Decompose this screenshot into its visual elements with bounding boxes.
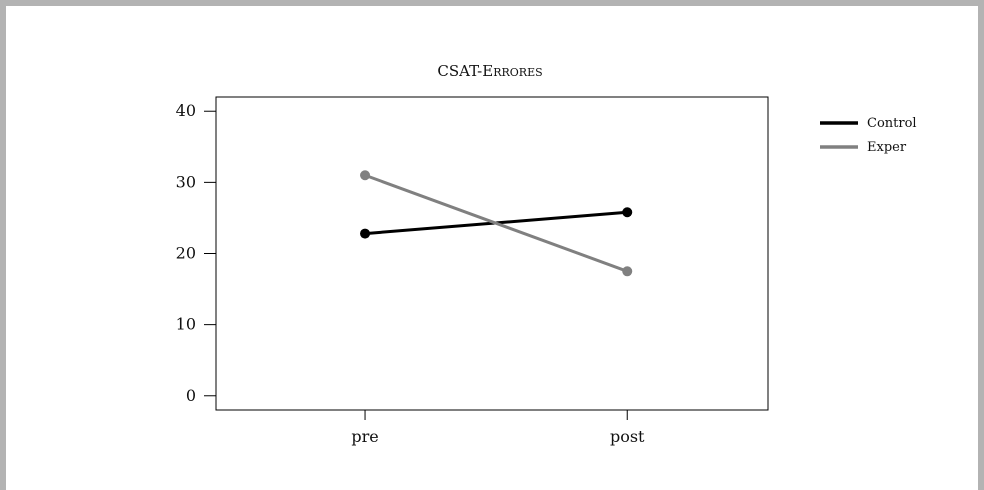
chart-title-tail: RRORES <box>493 66 542 79</box>
legend-label: Exper <box>867 140 907 155</box>
y-tick-label: 30 <box>176 172 196 191</box>
chart-title-head: CSAT-E <box>437 62 493 80</box>
legend-label: Control <box>867 116 917 131</box>
y-tick-label: 40 <box>176 101 196 120</box>
series-layer <box>360 170 633 277</box>
data-point <box>360 170 371 181</box>
x-tick-label: post <box>610 427 645 446</box>
y-tick-label: 10 <box>176 315 196 334</box>
y-tick-label: 20 <box>176 244 196 263</box>
y-tick-label: 0 <box>186 386 196 405</box>
x-tick-label: pre <box>351 427 378 446</box>
data-point <box>622 266 633 277</box>
x-axis: pre post <box>351 410 645 446</box>
data-point <box>360 228 371 239</box>
y-axis: 0 10 20 30 40 <box>176 101 216 405</box>
plot-area <box>215 96 769 411</box>
chart-title: CSAT-ERRORES <box>437 62 542 80</box>
data-point <box>622 207 633 218</box>
series-line <box>364 173 628 273</box>
legend: Control Exper <box>820 116 917 155</box>
